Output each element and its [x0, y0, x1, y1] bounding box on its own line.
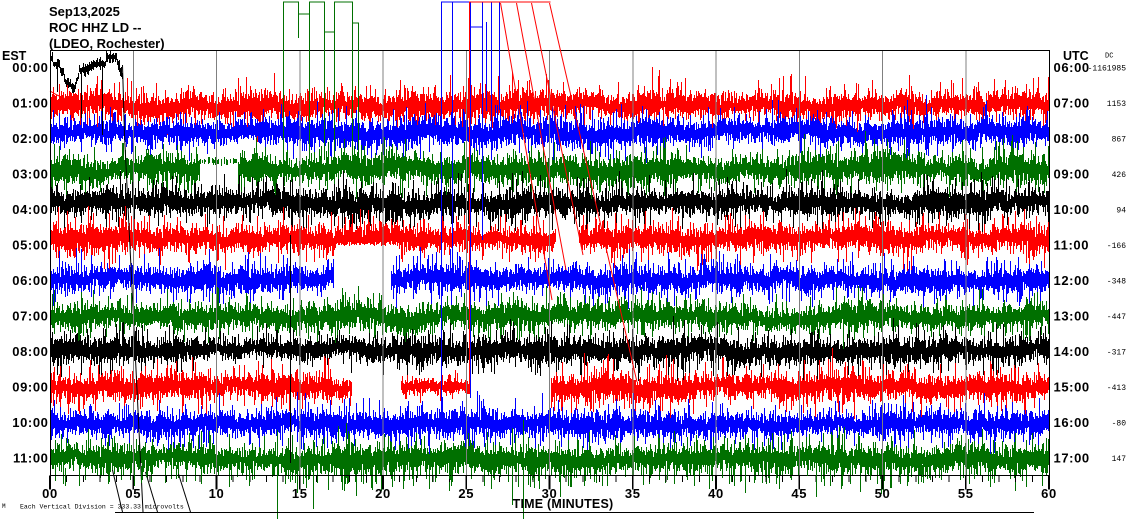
svg-text:15: 15: [292, 486, 308, 501]
svg-text:-166: -166: [1107, 242, 1126, 251]
svg-text:M: M: [2, 503, 6, 510]
svg-text:-447: -447: [1107, 313, 1126, 322]
svg-text:12:00: 12:00: [1054, 273, 1090, 288]
svg-text:02:00: 02:00: [12, 131, 48, 146]
svg-text:25: 25: [458, 486, 474, 501]
svg-text:13:00: 13:00: [1054, 308, 1090, 323]
svg-text:94: 94: [1116, 207, 1126, 216]
svg-text:05: 05: [125, 486, 141, 501]
svg-text:14:00: 14:00: [1054, 344, 1090, 359]
svg-text:10:00: 10:00: [1054, 202, 1090, 217]
svg-text:04:00: 04:00: [12, 202, 48, 217]
svg-text:01:00: 01:00: [12, 96, 48, 111]
svg-text:00:00: 00:00: [12, 60, 48, 75]
svg-text:08:00: 08:00: [12, 344, 48, 359]
svg-text:07:00: 07:00: [1054, 96, 1090, 111]
svg-text:06:00: 06:00: [1054, 60, 1090, 75]
svg-text:55: 55: [958, 486, 974, 501]
svg-text:10:00: 10:00: [12, 415, 48, 430]
svg-text:03:00: 03:00: [12, 167, 48, 182]
svg-text:DC: DC: [1105, 53, 1113, 61]
svg-text:11:00: 11:00: [1054, 238, 1090, 253]
svg-text:TIME (MINUTES): TIME (MINUTES): [513, 497, 614, 511]
svg-text:EST: EST: [2, 49, 27, 63]
svg-text:30: 30: [542, 486, 558, 501]
svg-text:16:00: 16:00: [1054, 415, 1090, 430]
svg-text:147: 147: [1112, 455, 1127, 464]
svg-text:11:00: 11:00: [13, 450, 49, 465]
svg-text:07:00: 07:00: [12, 308, 48, 323]
svg-text:15:00: 15:00: [1054, 379, 1090, 394]
svg-text:10: 10: [209, 486, 225, 501]
svg-text:ROC HHZ LD --: ROC HHZ LD --: [49, 20, 141, 35]
svg-text:00: 00: [42, 486, 58, 501]
svg-text:(LDEO, Rochester): (LDEO, Rochester): [49, 36, 165, 51]
svg-text:-1161985: -1161985: [1088, 65, 1127, 74]
svg-text:-348: -348: [1107, 277, 1126, 286]
svg-text:867: 867: [1112, 136, 1127, 145]
svg-text:40: 40: [708, 486, 724, 501]
svg-text:Each Vertical Division = 333.3: Each Vertical Division = 333.33 microvol…: [20, 504, 184, 511]
svg-text:60: 60: [1041, 486, 1057, 501]
svg-text:35: 35: [625, 486, 641, 501]
svg-text:05:00: 05:00: [12, 238, 48, 253]
svg-text:-413: -413: [1107, 384, 1126, 393]
svg-text:UTC: UTC: [1063, 49, 1089, 63]
svg-text:09:00: 09:00: [1054, 167, 1090, 182]
svg-text:426: 426: [1112, 171, 1127, 180]
svg-text:Sep13,2025: Sep13,2025: [49, 4, 120, 19]
svg-text:20: 20: [375, 486, 391, 501]
svg-text:17:00: 17:00: [1054, 450, 1090, 465]
svg-text:-317: -317: [1107, 348, 1126, 357]
svg-text:09:00: 09:00: [12, 379, 48, 394]
svg-text:08:00: 08:00: [1054, 131, 1090, 146]
svg-text:1153: 1153: [1107, 100, 1126, 109]
svg-text:06:00: 06:00: [12, 273, 48, 288]
svg-text:45: 45: [791, 486, 807, 501]
svg-text:-80: -80: [1112, 419, 1127, 428]
svg-text:50: 50: [875, 486, 891, 501]
